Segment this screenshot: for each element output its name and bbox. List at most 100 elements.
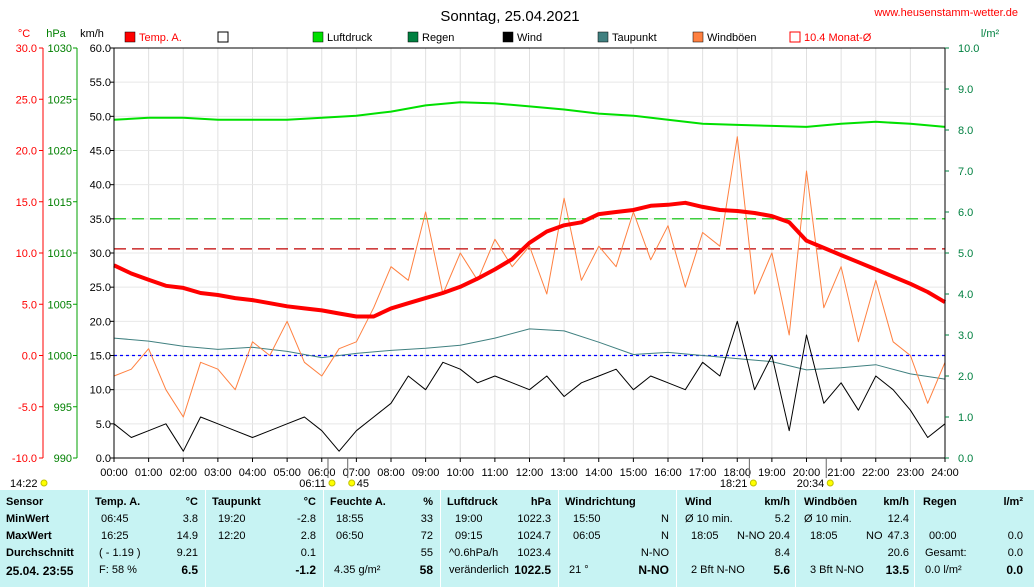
legend-swatch [217, 31, 229, 43]
x-axis-label: 21:00 [827, 467, 855, 479]
pressure-axis-label: 1005 [48, 299, 72, 311]
rain-axis-label: 3.0 [958, 330, 973, 342]
website-link[interactable]: www.heusenstamm-wetter.de [873, 7, 1018, 19]
x-axis-label: 24:00 [931, 467, 959, 479]
pressure-axis-label: 995 [54, 402, 72, 414]
x-axis-label: 04:00 [239, 467, 267, 479]
dewpoint-avg-value: 0.1 [300, 547, 316, 559]
panel-col-wind: Wind km/h Ø 10 min. 5.2 18:05 N-NO 20.4 … [676, 490, 796, 587]
x-axis-label: 06:00 [308, 467, 336, 479]
weather-chart: 60.0 55.0 50.0 45.0 40.0 35.0 30.0 25.0 20.0 15.0… [10, 7, 1018, 490]
pressure-header: Luftdruck [447, 496, 498, 508]
wind-axis-label: 10.0 [90, 385, 111, 397]
rain-total-label: Gesamt: [925, 547, 967, 559]
legend-label: Luftdruck [327, 32, 373, 44]
humidity-unit: % [423, 496, 433, 508]
series-line-temp-a- [113, 200, 947, 319]
wind-avg-value: 8.4 [774, 547, 790, 559]
gusts-avg10-label: Ø 10 min. [804, 513, 852, 525]
wind-direction-max-value: N [661, 530, 669, 542]
x-axis-label: 00:00 [100, 467, 128, 479]
humidity-current-value: 58 [419, 563, 433, 577]
wind-direction-header: Windrichtung [565, 496, 636, 508]
pressure-min-value: 1022.3 [517, 513, 551, 525]
humidity-header: Feuchte A. [330, 496, 386, 508]
event-marker-icon [749, 479, 757, 487]
pressure-axis-label: 1000 [48, 351, 72, 363]
humidity-max-time: 06:50 [336, 530, 364, 542]
gusts-avg-value: 20.6 [887, 547, 909, 559]
rain-current-value: 0.0 [1006, 563, 1023, 577]
gusts-max-time: 18:05 [810, 530, 838, 542]
pressure-forecast: veränderlich [449, 564, 509, 576]
temp-axis-label: 10.0 [16, 248, 37, 260]
wind-direction-current-value: N-NO [638, 563, 669, 577]
chart-grid [114, 48, 945, 458]
event-marker-label: 06:11 [299, 478, 326, 490]
gusts-header: Windböen [804, 496, 858, 508]
wind-axis-label: 30.0 [90, 248, 111, 260]
x-axis-label: 17:00 [689, 467, 717, 479]
wind-axis-label: 20.0 [90, 316, 111, 328]
dewpoint-current-value: -1.2 [295, 563, 316, 577]
legend-label: Temp. A. [139, 32, 182, 44]
event-marker-label: 45 [357, 478, 369, 490]
wind-axis-label: 40.0 [90, 180, 111, 192]
wind-axis-unit: km/h [80, 28, 104, 40]
temp-min-value: 3.8 [182, 513, 198, 525]
rain-header: Regen [923, 496, 957, 508]
absolute-humidity: 4.35 g/m² [334, 564, 381, 576]
sun-marker-icon [40, 479, 48, 487]
rain-axis-label: 0.0 [958, 453, 973, 465]
wind-axis-label: 5.0 [96, 419, 111, 431]
rain-axis-label: 10.0 [958, 43, 979, 55]
gusts-unit: km/h [883, 496, 909, 508]
dewpoint-header: Taupunkt [212, 496, 261, 508]
gusts-max-direction: NO [866, 530, 883, 542]
maxwert-label: MaxWert [6, 530, 52, 542]
wind-axis-label: 60.0 [90, 43, 111, 55]
x-axis-label: 14:00 [585, 467, 613, 479]
stats-panel: Sensor MinWert MaxWert Durchschnitt 25.0… [0, 490, 1034, 587]
x-axis-label: 19:00 [758, 467, 786, 479]
start-time-label: 14:22 [10, 478, 38, 490]
rain-axis-label: 5.0 [958, 248, 973, 260]
wind-unit: km/h [764, 496, 790, 508]
x-axis-label: 18:00 [723, 467, 751, 479]
legend-label: Wind [517, 32, 542, 44]
x-axis-label: 16:00 [654, 467, 682, 479]
temp-axis-label: -10.0 [12, 453, 37, 465]
pressure-axis-unit: hPa [46, 28, 66, 40]
x-axis-label: 22:00 [862, 467, 890, 479]
panel-col-gusts: Windböen km/h Ø 10 min. 12.4 18:05 NO 47… [795, 490, 915, 587]
pressure-min-time: 19:00 [455, 513, 483, 525]
temp-trend: ( - 1.19 ) [99, 547, 141, 559]
pressure-axis-label: 1020 [48, 146, 72, 158]
wind-direction-min-time: 15:50 [573, 513, 601, 525]
axes: 60.0 55.0 50.0 45.0 40.0 35.0 30.0 25.0 20.0 15.0… [12, 28, 1000, 479]
rain-unit: l/m² [1003, 496, 1023, 508]
x-axis-label: 11:00 [482, 467, 509, 479]
dewpoint-min-time: 19:20 [218, 513, 246, 525]
rain-axis-label: 8.0 [958, 125, 973, 137]
legend-swatch [502, 31, 514, 43]
legend-swatch [597, 31, 609, 43]
wind-avg10-value: 5.2 [774, 513, 790, 525]
wind-axis-label: 45.0 [90, 146, 111, 158]
sensor-header: Sensor [6, 496, 44, 508]
humidity-min-time: 18:55 [336, 513, 364, 525]
wind-direction-max-time: 06:05 [573, 530, 601, 542]
panel-col-dewpoint: Taupunkt °C 19:20 -2.8 12:20 2.8 0.1 -1.… [205, 490, 324, 587]
rain-axis-label: 1.0 [958, 412, 973, 424]
dewpoint-min-value: -2.8 [297, 513, 316, 525]
series-line-luftdruck [113, 101, 946, 128]
temp-axis-label: 0.0 [22, 351, 37, 363]
chart-title: Sonntag, 25.04.2021 [440, 8, 579, 25]
minwert-label: MinWert [6, 513, 50, 525]
gusts-max-value: 47.3 [887, 530, 909, 542]
legend-swatch [312, 31, 324, 43]
current-datetime: 25.04. 23:55 [6, 564, 74, 578]
wind-direction-degrees: 21 ° [569, 564, 589, 576]
pressure-max-time: 09:15 [455, 530, 483, 542]
temp-axis-label: -5.0 [18, 402, 37, 414]
